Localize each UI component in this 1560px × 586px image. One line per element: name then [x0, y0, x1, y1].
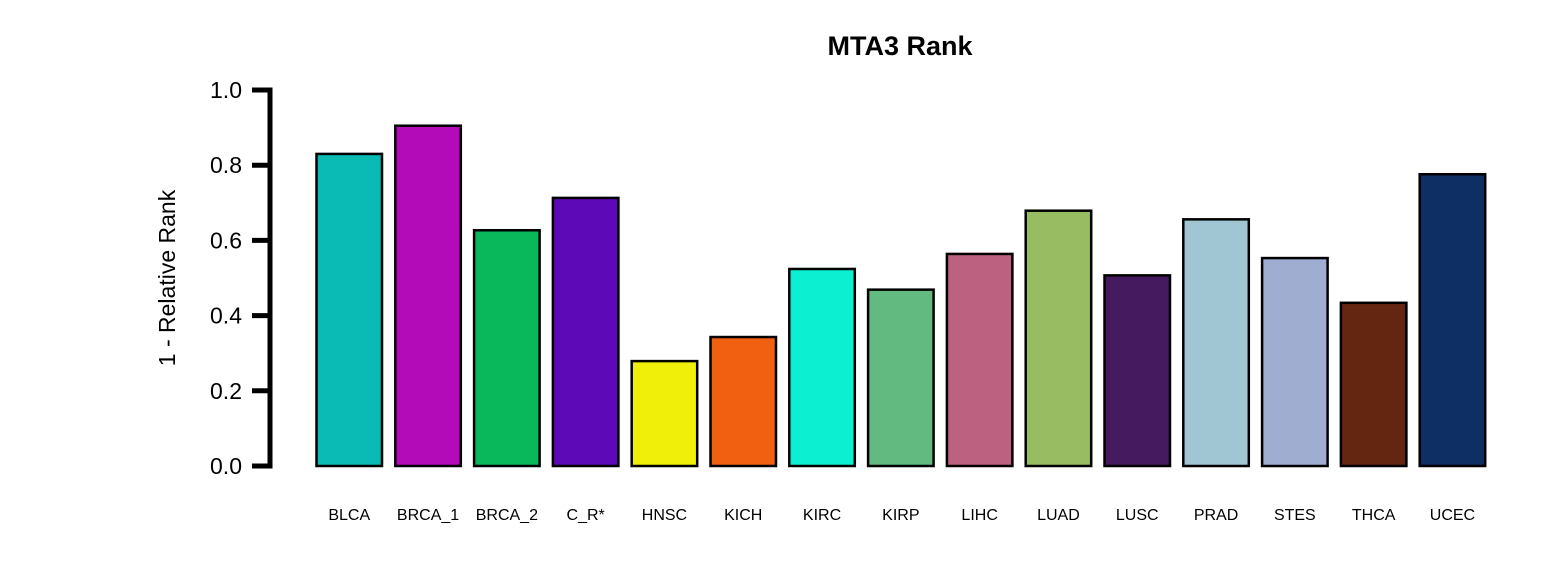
- x-tick-label: LUSC: [1116, 507, 1159, 524]
- x-tick-label: UCEC: [1430, 507, 1475, 524]
- bar-luad: [1024, 209, 1093, 468]
- x-axis-tick-labels: BLCA BRCA_1 BRCA_2 C_R* HNSC KICH KIRC KIRP LIHC…: [328, 507, 1475, 524]
- bar-blca: [315, 152, 384, 468]
- bar-kich: [709, 335, 778, 468]
- x-tick-label: KIRC: [803, 507, 841, 524]
- bar-kirp: [866, 288, 935, 468]
- y-axis-label: 1 - Relative Rank: [154, 189, 180, 366]
- y-axis: 0.0 0.2 0.4 0.6 0.8 1.0: [210, 77, 273, 479]
- x-tick-label: STES: [1274, 507, 1316, 524]
- bar-brca-2: [472, 228, 541, 468]
- bar-ucec: [1418, 172, 1487, 468]
- x-tick-label: C_R*: [567, 507, 605, 524]
- y-tick-label: 0.4: [210, 303, 242, 329]
- x-tick-label: KICH: [724, 507, 762, 524]
- bar-lihc: [945, 252, 1014, 468]
- bar-hnsc: [630, 359, 699, 468]
- x-tick-label: LIHC: [961, 507, 997, 524]
- x-tick-label: BRCA_1: [397, 507, 459, 524]
- x-tick-label: LUAD: [1037, 507, 1080, 524]
- y-tick-label: 0.8: [210, 152, 242, 178]
- chart-title: MTA3 Rank: [827, 31, 973, 61]
- x-tick-label: PRAD: [1194, 507, 1238, 524]
- x-tick-label: BRCA_2: [476, 507, 538, 524]
- bar-c-r: [551, 196, 620, 468]
- bars: [315, 124, 1487, 468]
- bar-prad: [1182, 218, 1251, 468]
- bar-thca: [1339, 301, 1408, 468]
- bar-brca-1: [394, 124, 463, 468]
- x-tick-label: BLCA: [328, 507, 370, 524]
- x-tick-label: KIRP: [882, 507, 919, 524]
- bar-kirc: [788, 267, 857, 468]
- y-tick-label: 0.2: [210, 378, 242, 404]
- x-tick-label: THCA: [1352, 507, 1396, 524]
- y-tick-label: 0.0: [210, 453, 242, 479]
- x-tick-label: HNSC: [642, 507, 687, 524]
- y-tick-label: 0.6: [210, 227, 242, 253]
- bar-lusc: [1103, 274, 1172, 468]
- bar-stes: [1260, 256, 1329, 468]
- y-tick-label: 1.0: [210, 77, 242, 103]
